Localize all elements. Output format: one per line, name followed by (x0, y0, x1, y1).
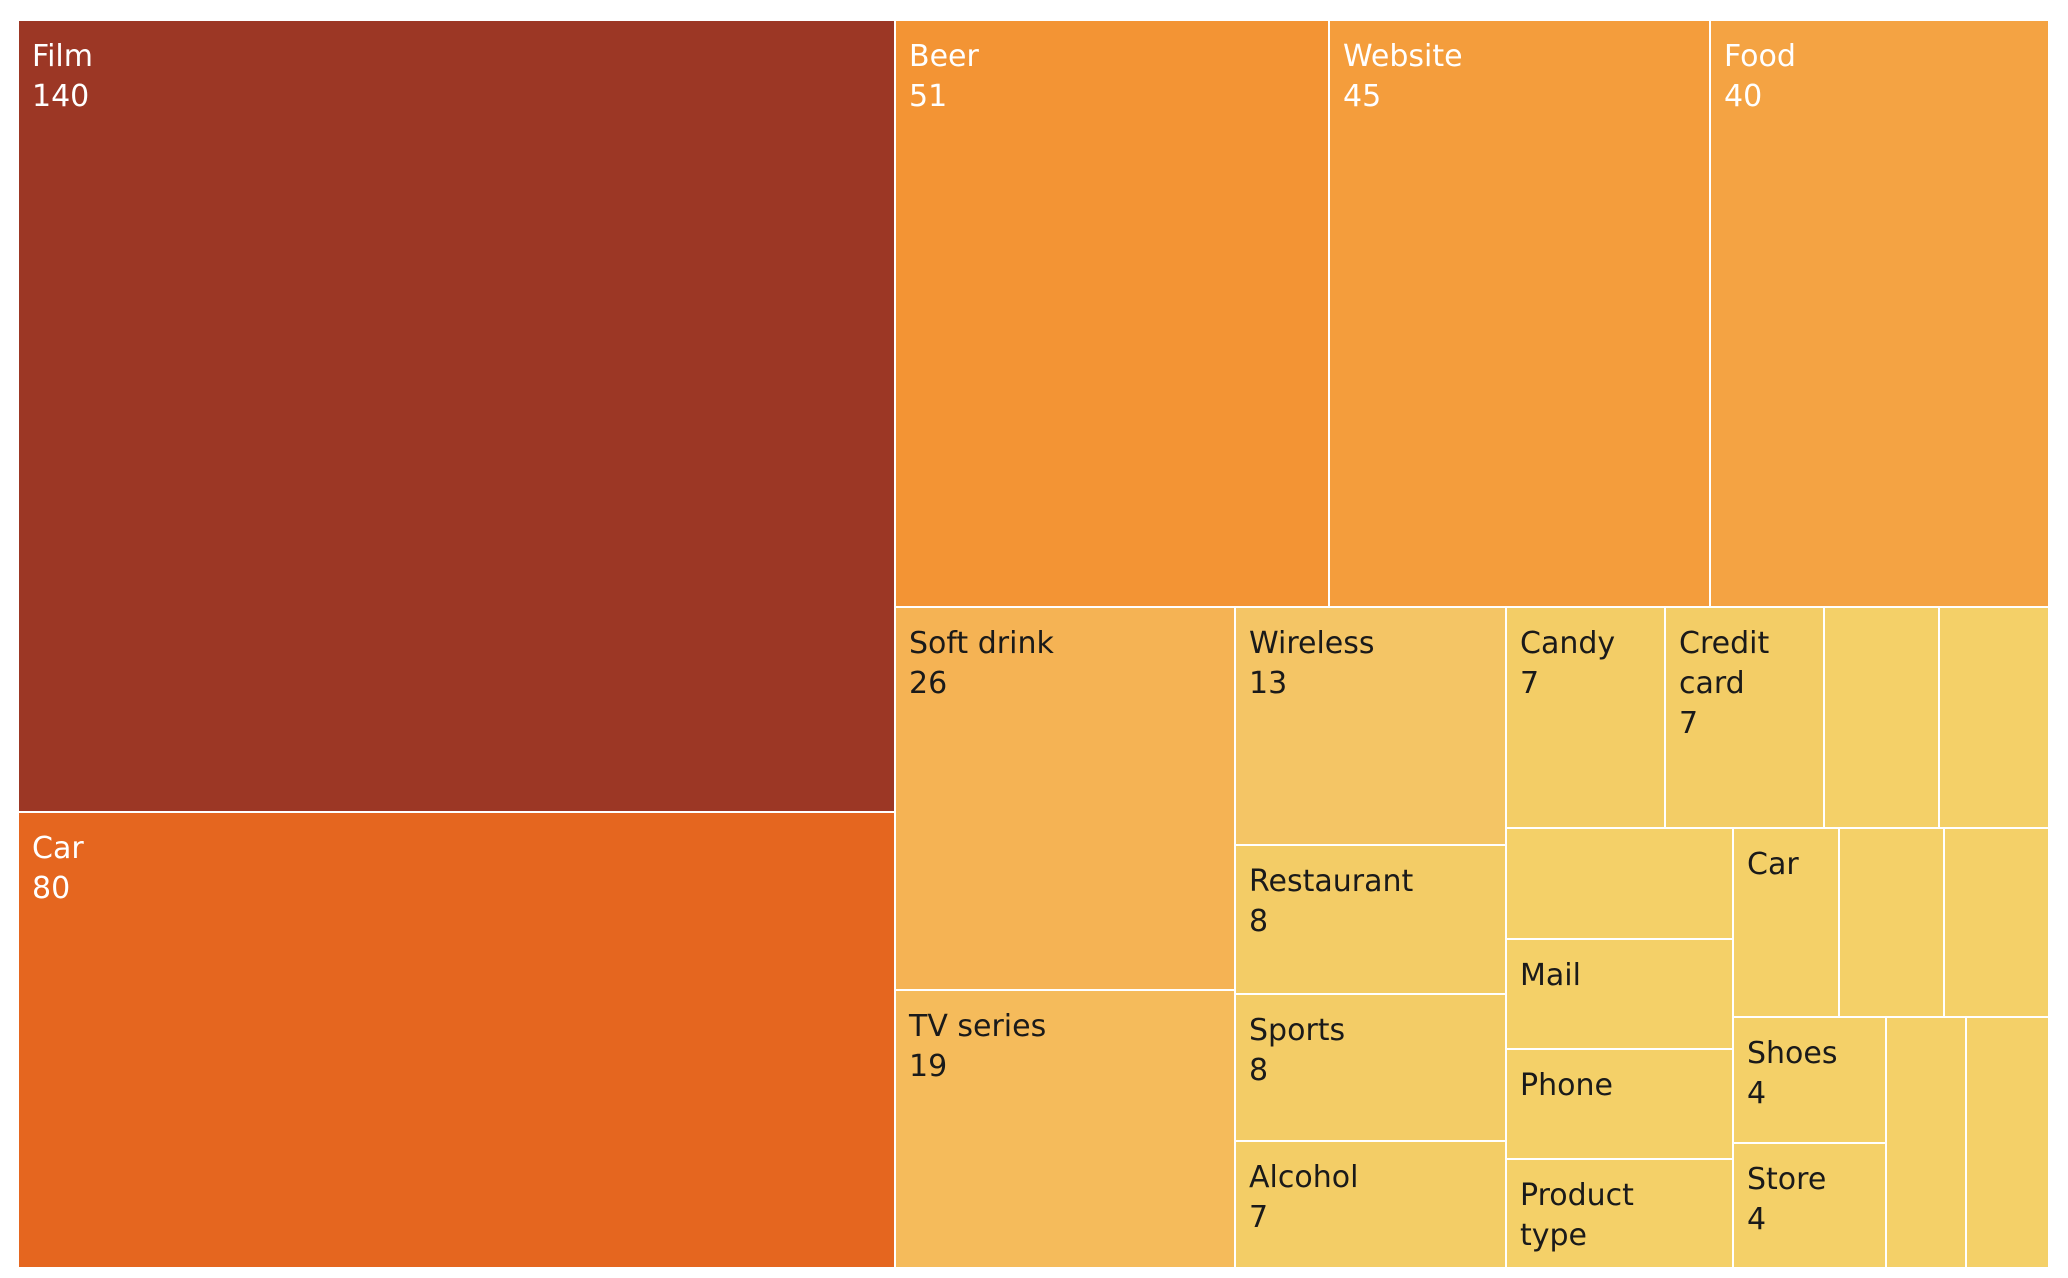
tile-label-mail: Mail (1520, 958, 1581, 993)
tile-rect-credit-card (1664, 606, 1825, 829)
tile-film: Film 140 (17, 19, 896, 813)
tile-rect-restaurant (1234, 844, 1507, 995)
tile-sports: Sports 8 (1234, 993, 1507, 1142)
tile-rect-product-type (1505, 1158, 1734, 1269)
tile-unlabeled (1965, 1016, 2050, 1269)
tile-value-shoes: 4 (1747, 1076, 1766, 1111)
tile-unlabeled (1943, 827, 2050, 1018)
tile-rect-unlabeled (1943, 827, 2050, 1018)
tile-credit-card: Credit card 7 (1664, 606, 1825, 829)
tile-product-type: Product type (1505, 1158, 1734, 1269)
tile-unlabeled (1838, 827, 1945, 1018)
tile-rect-website (1328, 19, 1711, 608)
tile-restaurant: Restaurant 8 (1234, 844, 1507, 995)
tile-wireless: Wireless 13 (1234, 606, 1507, 846)
tile-unlabeled (1505, 827, 1734, 940)
tile-label-product-type: type (1520, 1218, 1587, 1253)
tile-label-food: Food (1724, 39, 1796, 74)
tile-label-candy: Candy (1520, 626, 1615, 661)
tile-rect-mail (1505, 938, 1734, 1050)
tile-value-car: 80 (32, 871, 70, 906)
tile-value-beer: 51 (909, 79, 947, 114)
tile-rect-phone (1505, 1048, 1734, 1160)
tile-value-website: 45 (1343, 79, 1381, 114)
tile-rect-unlabeled (1938, 606, 2050, 829)
tile-label-wireless: Wireless (1249, 626, 1375, 661)
tile-car: Car (1732, 827, 1840, 1018)
tile-rect-unlabeled (1965, 1016, 2050, 1269)
tile-label-sports: Sports (1249, 1013, 1345, 1048)
tile-label-website: Website (1343, 39, 1463, 74)
tile-rect-tv-series (894, 989, 1236, 1269)
tile-alcohol: Alcohol 7 (1234, 1140, 1507, 1269)
tile-label-credit-card: Credit (1679, 626, 1769, 661)
tile-label-car: Car (32, 831, 84, 866)
tile-value-film: 140 (32, 79, 89, 114)
tile-rect-soft-drink (894, 606, 1236, 991)
tile-tv-series: TV series 19 (894, 989, 1236, 1269)
tile-rect-wireless (1234, 606, 1507, 846)
tile-rect-unlabeled (1823, 606, 1940, 829)
tile-rect-unlabeled (1838, 827, 1945, 1018)
tile-rect-film (17, 19, 896, 813)
tile-label-beer: Beer (909, 39, 979, 74)
tile-rect-car (1732, 827, 1840, 1018)
tile-label-soft-drink: Soft drink (909, 626, 1054, 661)
tile-unlabeled (1823, 606, 1940, 829)
tile-shoes: Shoes 4 (1732, 1016, 1887, 1144)
tile-value-candy: 7 (1520, 666, 1539, 701)
tile-value-wireless: 13 (1249, 666, 1287, 701)
tile-value-credit-card: 7 (1679, 706, 1698, 741)
tile-rect-store (1732, 1142, 1887, 1269)
tile-label-alcohol: Alcohol (1249, 1160, 1358, 1195)
tile-unlabeled (1938, 606, 2050, 829)
tile-label-car: Car (1747, 847, 1799, 882)
tile-rect-unlabeled (1505, 827, 1734, 940)
tile-value-tv-series: 19 (909, 1049, 947, 1084)
tile-website: Website 45 (1328, 19, 1711, 608)
tile-value-alcohol: 7 (1249, 1200, 1268, 1235)
tile-label-shoes: Shoes (1747, 1036, 1838, 1071)
tile-value-food: 40 (1724, 79, 1762, 114)
tile-label-credit-card: card (1679, 666, 1745, 701)
tile-rect-food (1709, 19, 2050, 608)
tile-label-store: Store (1747, 1162, 1826, 1197)
tile-label-tv-series: TV series (908, 1009, 1046, 1044)
tile-soft-drink: Soft drink 26 (894, 606, 1236, 991)
tile-beer: Beer 51 (894, 19, 1330, 608)
tile-rect-beer (894, 19, 1330, 608)
tile-phone: Phone (1505, 1048, 1734, 1160)
tile-label-film: Film (32, 39, 93, 74)
tile-rect-car (17, 811, 896, 1269)
tile-value-restaurant: 8 (1249, 904, 1268, 939)
tile-label-restaurant: Restaurant (1249, 864, 1413, 899)
tile-car: Car 80 (17, 811, 896, 1269)
tile-label-phone: Phone (1520, 1068, 1613, 1103)
tile-rect-unlabeled (1885, 1016, 1967, 1269)
tile-rect-sports (1234, 993, 1507, 1142)
tile-candy: Candy 7 (1505, 606, 1666, 829)
tile-rect-alcohol (1234, 1140, 1507, 1269)
tile-store: Store 4 (1732, 1142, 1887, 1269)
tile-value-sports: 8 (1249, 1053, 1268, 1088)
tile-unlabeled (1885, 1016, 1967, 1269)
tile-label-product-type: Product (1520, 1178, 1634, 1213)
tile-value-store: 4 (1747, 1202, 1766, 1237)
tile-mail: Mail (1505, 938, 1734, 1050)
tile-value-soft-drink: 26 (909, 666, 947, 701)
tile-food: Food 40 (1709, 19, 2050, 608)
